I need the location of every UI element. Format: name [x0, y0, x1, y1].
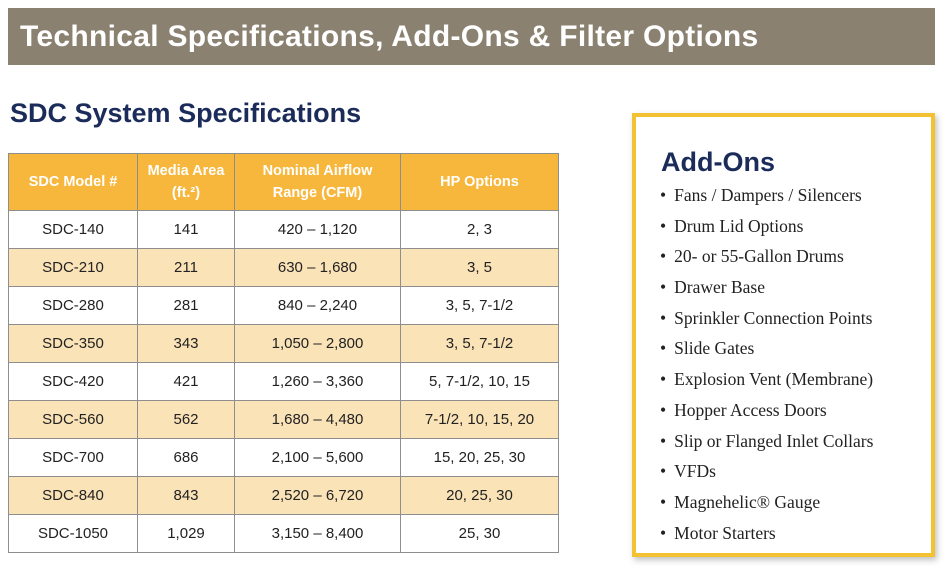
table-cell: 25, 30 — [400, 514, 559, 553]
table-cell: 2, 3 — [400, 210, 559, 249]
table-cell: SDC-210 — [8, 248, 138, 287]
table-cell: 3, 5 — [400, 248, 559, 287]
table-body: SDC-140 141 420 – 1,120 2, 3 SDC-210 211 630 –… — [8, 210, 559, 553]
table-cell: SDC-350 — [8, 324, 138, 363]
column-header: HP Options — [400, 153, 559, 211]
addon-item: VFDs — [660, 461, 873, 492]
addon-item: Magnehelic® Gauge — [660, 492, 873, 523]
addon-item: Sprinkler Connection Points — [660, 308, 873, 339]
header-row: SDC Model # Media Area (ft.²) Nominal Airf… — [8, 153, 559, 211]
table-cell: 141 — [137, 210, 235, 249]
table-cell: 421 — [137, 362, 235, 401]
addon-item: Explosion Vent (Membrane) — [660, 369, 873, 400]
column-header: SDC Model # — [8, 153, 138, 211]
table-cell: 1,680 – 4,480 — [234, 400, 401, 439]
table-cell: 840 – 2,240 — [234, 286, 401, 325]
addons-title: Add-Ons — [661, 147, 775, 177]
table-cell: 2,100 – 5,600 — [234, 438, 401, 477]
table-row: SDC-350 343 1,050 – 2,800 3, 5, 7-1/2 — [8, 324, 559, 363]
table-cell: SDC-560 — [8, 400, 138, 439]
table-cell: SDC-140 — [8, 210, 138, 249]
table-row: SDC-560 562 1,680 – 4,480 7-1/2, 10, 15, 20 — [8, 400, 559, 439]
addon-item: 20- or 55-Gallon Drums — [660, 246, 873, 277]
table-cell: 2,520 – 6,720 — [234, 476, 401, 515]
table-cell: 7-1/2, 10, 15, 20 — [400, 400, 559, 439]
table-cell: 5, 7-1/2, 10, 15 — [400, 362, 559, 401]
addon-item: Fans / Dampers / Silencers — [660, 185, 873, 216]
table-cell: 1,260 – 3,360 — [234, 362, 401, 401]
table-cell: 1,050 – 2,800 — [234, 324, 401, 363]
spec-table: SDC Model # Media Area (ft.²) Nominal Airf… — [8, 153, 559, 553]
table-row: SDC-210 211 630 – 1,680 3, 5 — [8, 248, 559, 287]
table-cell: SDC-420 — [8, 362, 138, 401]
addon-item: Slide Gates — [660, 338, 873, 369]
addon-item: Drawer Base — [660, 277, 873, 308]
table-cell: SDC-700 — [8, 438, 138, 477]
table-cell: SDC-280 — [8, 286, 138, 325]
table-cell: 562 — [137, 400, 235, 439]
table-cell: 3,150 – 8,400 — [234, 514, 401, 553]
table-cell: 343 — [137, 324, 235, 363]
table-cell: 20, 25, 30 — [400, 476, 559, 515]
specs-title: SDC System Specifications — [10, 98, 362, 128]
addons-box: Add-Ons Fans / Dampers / SilencersDrum L… — [632, 113, 935, 557]
table-row: SDC-140 141 420 – 1,120 2, 3 — [8, 210, 559, 249]
table-cell: SDC-1050 — [8, 514, 138, 553]
table-cell: SDC-840 — [8, 476, 138, 515]
table-row: SDC-700 686 2,100 – 5,600 15, 20, 25, 30 — [8, 438, 559, 477]
table-cell: 630 – 1,680 — [234, 248, 401, 287]
header-bar: Technical Specifications, Add-Ons & Filt… — [8, 8, 935, 65]
addon-item: Slip or Flanged Inlet Collars — [660, 431, 873, 462]
table-cell: 3, 5, 7-1/2 — [400, 286, 559, 325]
table-cell: 3, 5, 7-1/2 — [400, 324, 559, 363]
table-cell: 686 — [137, 438, 235, 477]
addon-item: Motor Starters — [660, 523, 873, 554]
table-row: SDC-1050 1,029 3,150 – 8,400 25, 30 — [8, 514, 559, 553]
addons-list: Fans / Dampers / SilencersDrum Lid Optio… — [660, 185, 873, 553]
table-cell: 843 — [137, 476, 235, 515]
table-cell: 211 — [137, 248, 235, 287]
addon-item: Drum Lid Options — [660, 216, 873, 247]
column-header: Media Area (ft.²) — [137, 153, 235, 211]
addon-item: Hopper Access Doors — [660, 400, 873, 431]
table-row: SDC-420 421 1,260 – 3,360 5, 7-1/2, 10, 15 — [8, 362, 559, 401]
table-row: SDC-840 843 2,520 – 6,720 20, 25, 30 — [8, 476, 559, 515]
table-cell: 1,029 — [137, 514, 235, 553]
column-header: Nominal Airflow Range (CFM) — [234, 153, 401, 211]
table-cell: 420 – 1,120 — [234, 210, 401, 249]
table-cell: 15, 20, 25, 30 — [400, 438, 559, 477]
table-row: SDC-280 281 840 – 2,240 3, 5, 7-1/2 — [8, 286, 559, 325]
table-cell: 281 — [137, 286, 235, 325]
